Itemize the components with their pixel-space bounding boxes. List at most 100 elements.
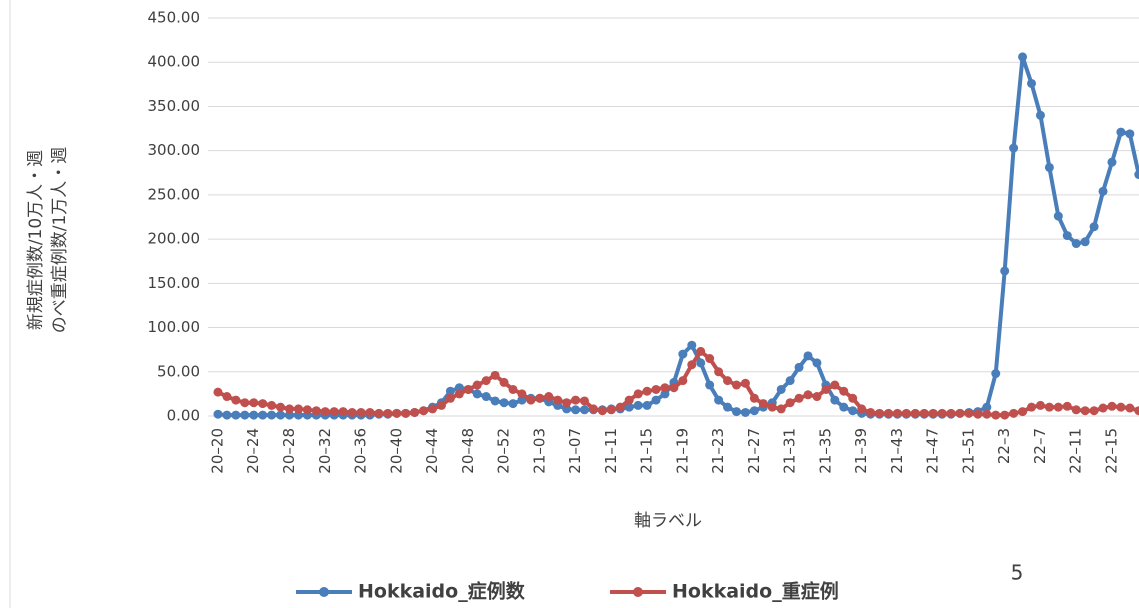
data-point — [1018, 52, 1028, 62]
data-point — [454, 383, 464, 393]
x-tick-label: 21–35 — [816, 428, 834, 474]
data-point — [857, 404, 867, 414]
data-point — [803, 390, 813, 400]
data-point — [481, 376, 491, 386]
data-point — [749, 393, 759, 403]
y-tick-label: 350.00 — [148, 97, 201, 115]
data-point — [687, 360, 697, 370]
series — [213, 52, 1139, 420]
data-point — [928, 408, 938, 418]
data-point — [615, 402, 625, 412]
data-point — [302, 405, 312, 415]
x-tick-label: 21–11 — [602, 428, 620, 474]
x-tick-label: 20–44 — [423, 428, 441, 474]
data-point — [767, 402, 777, 412]
data-point — [1053, 211, 1063, 221]
data-point — [883, 408, 893, 418]
x-tick-label: 21–51 — [959, 428, 977, 474]
data-point — [213, 409, 223, 419]
data-point — [597, 406, 607, 416]
data-point — [749, 406, 759, 416]
data-point — [329, 407, 339, 417]
data-point — [508, 384, 518, 394]
data-point — [794, 393, 804, 403]
data-point — [651, 395, 661, 405]
data-point — [1125, 129, 1135, 139]
data-point — [553, 395, 563, 405]
data-point — [293, 404, 303, 414]
data-point — [982, 409, 992, 419]
x-tick-label: 21–27 — [745, 428, 763, 474]
data-point — [571, 395, 581, 405]
x-tick-label: 20–24 — [244, 428, 262, 474]
data-point — [562, 404, 572, 414]
data-point — [383, 408, 393, 418]
data-point — [812, 358, 822, 368]
data-point — [276, 410, 286, 420]
legend-marker — [633, 587, 643, 597]
data-point — [571, 405, 581, 415]
data-point — [1035, 110, 1045, 120]
data-point — [848, 393, 858, 403]
data-point — [258, 410, 268, 420]
data-point — [740, 407, 750, 417]
legend-marker — [319, 587, 329, 597]
x-tick-label: 21–31 — [781, 428, 799, 474]
data-point — [678, 376, 688, 386]
x-tick-label: 20–40 — [387, 428, 405, 474]
y-tick-label: 300.00 — [148, 141, 201, 159]
data-point — [1009, 143, 1019, 153]
data-point — [785, 398, 795, 408]
data-point — [669, 383, 679, 393]
x-tick-label: 21–03 — [530, 428, 548, 474]
data-point — [1062, 401, 1072, 411]
data-point — [374, 408, 384, 418]
data-point — [508, 399, 518, 409]
data-point — [1098, 403, 1108, 413]
data-point — [705, 354, 715, 364]
data-point — [267, 400, 277, 410]
data-point — [463, 384, 473, 394]
x-tick-label: 21–39 — [852, 428, 870, 474]
legend-label: Hokkaido_症例数 — [358, 580, 526, 603]
data-point — [642, 386, 652, 396]
data-point — [714, 395, 724, 405]
data-point — [284, 410, 294, 420]
data-point — [1107, 157, 1117, 167]
data-point — [1071, 405, 1081, 415]
data-point — [258, 399, 268, 409]
data-point — [776, 384, 786, 394]
data-point — [1027, 78, 1037, 88]
data-point — [347, 407, 357, 417]
data-point — [1098, 186, 1108, 196]
data-point — [901, 408, 911, 418]
data-point — [1018, 407, 1028, 417]
data-point — [830, 395, 840, 405]
data-point — [419, 406, 429, 416]
data-point — [535, 393, 545, 403]
data-point — [436, 400, 446, 410]
y-tick-label: 100.00 — [148, 318, 201, 336]
y-tick-label: 200.00 — [148, 230, 201, 248]
data-point — [937, 408, 947, 418]
data-point — [651, 384, 661, 394]
data-point — [642, 400, 652, 410]
data-point — [1080, 237, 1090, 247]
data-point — [454, 389, 464, 399]
data-point — [490, 370, 500, 380]
data-point — [293, 410, 303, 420]
data-point — [723, 376, 733, 386]
data-point — [401, 408, 411, 418]
y-tick-label: 50.00 — [157, 362, 200, 380]
data-point — [213, 387, 223, 397]
y-tick-label: 400.00 — [148, 53, 201, 71]
y-tick-label: 150.00 — [148, 274, 201, 292]
data-point — [1000, 266, 1010, 276]
data-point — [624, 395, 634, 405]
data-point — [222, 410, 232, 420]
data-point — [624, 402, 634, 412]
data-point — [499, 398, 509, 408]
data-point — [660, 389, 670, 399]
data-point — [544, 392, 554, 402]
data-point — [1035, 400, 1045, 410]
